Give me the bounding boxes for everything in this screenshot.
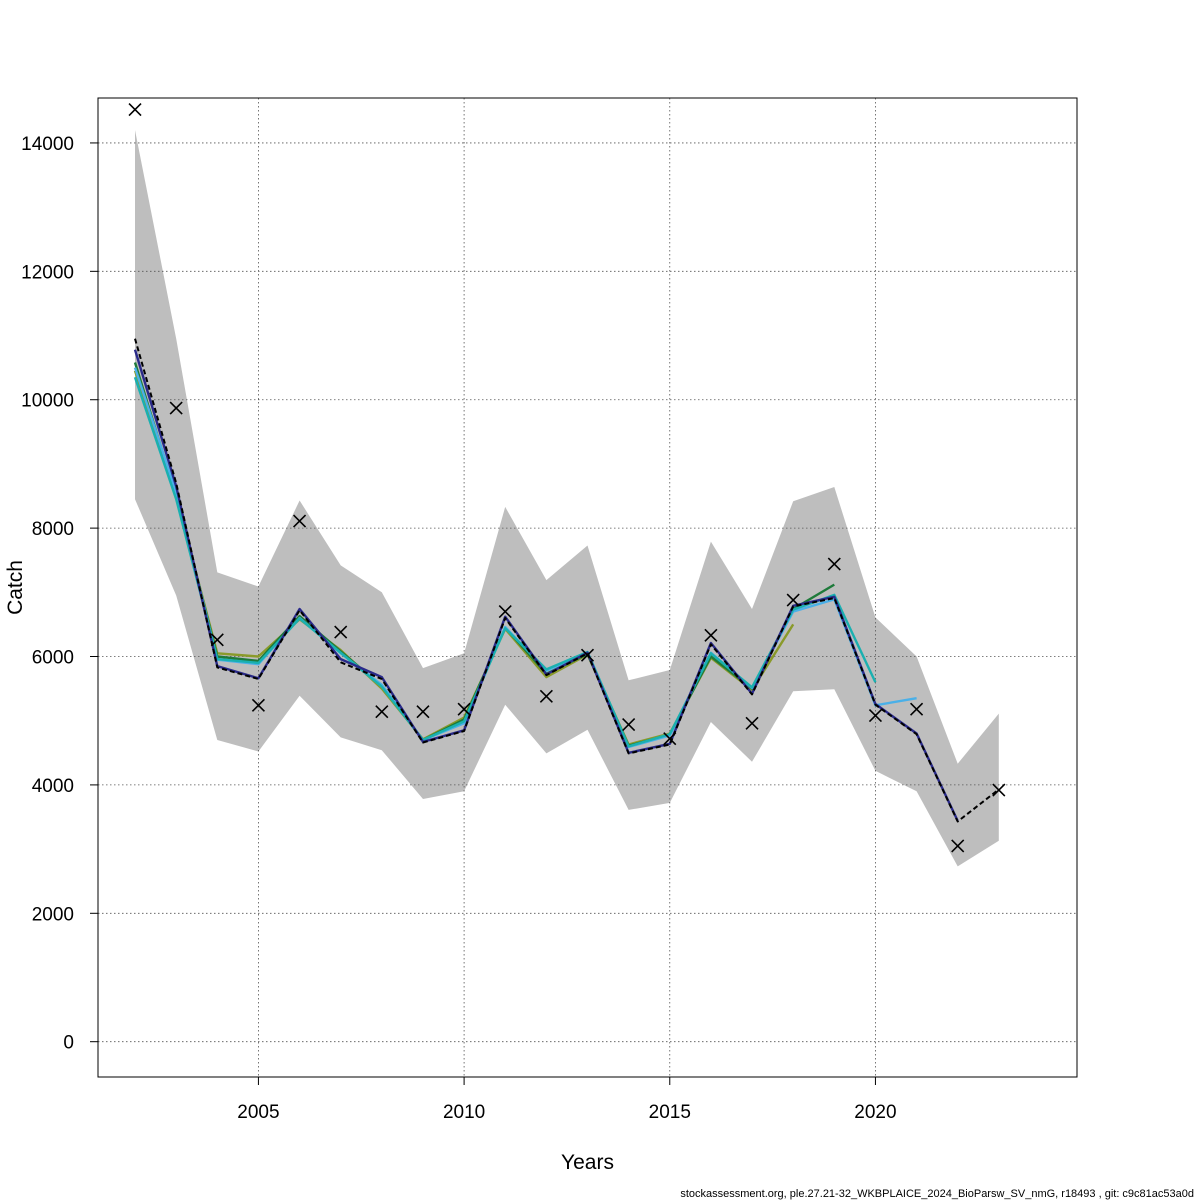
y-tick-label: 0 — [63, 1033, 74, 1054]
x-tick-label: 2015 — [649, 1102, 691, 1123]
observation-point — [539, 689, 553, 703]
x-tick-label: 2005 — [237, 1102, 279, 1123]
observation-point — [663, 732, 677, 746]
observation-point — [951, 839, 965, 853]
observation-point — [868, 709, 883, 723]
confidence-band-layer — [135, 130, 999, 867]
x-axis: 2005 2010 2015 2020 — [237, 1077, 897, 1123]
y-tick-label: 8000 — [32, 519, 74, 540]
plot-frame — [97, 97, 1078, 1078]
y-axis-label: Catch — [4, 560, 27, 615]
observation-markers — [128, 102, 1006, 853]
x-axis-label: Years — [561, 1151, 614, 1174]
observation-point — [992, 783, 1006, 797]
observation-point — [334, 625, 348, 639]
observation-point — [128, 102, 142, 117]
confidence-band — [135, 130, 999, 867]
y-tick-label: 2000 — [32, 904, 74, 925]
x-tick-label: 2020 — [854, 1102, 896, 1123]
observation-point — [169, 401, 183, 415]
observation-point — [292, 514, 307, 528]
y-axis: 0 2000 4000 6000 8000 10000 12000 14000 — [21, 134, 98, 1054]
x-tick-label: 2010 — [443, 1102, 485, 1123]
observation-point — [580, 648, 595, 662]
observation-point — [704, 628, 718, 642]
observation-point — [416, 705, 430, 719]
observation-point — [498, 605, 512, 619]
observation-point — [745, 716, 759, 730]
y-tick-label: 6000 — [32, 648, 74, 669]
series-line — [134, 338, 1000, 823]
observation-point — [251, 698, 265, 712]
footer-text: stockassessment.org, ple.27.21-32_WKBPLA… — [680, 1188, 1194, 1200]
observation-point — [622, 717, 636, 732]
series-layer — [133, 338, 1000, 823]
observation-point — [457, 702, 471, 716]
y-tick-label: 4000 — [32, 776, 74, 797]
y-tick-label: 12000 — [21, 262, 74, 283]
y-tick-label: 10000 — [21, 391, 74, 412]
y-tick-label: 14000 — [21, 134, 74, 155]
observation-point — [827, 557, 841, 571]
observation-point — [375, 705, 389, 719]
series-line — [133, 376, 877, 748]
observation-point — [910, 702, 924, 716]
observation-point — [210, 633, 224, 647]
observation-point — [786, 593, 800, 607]
